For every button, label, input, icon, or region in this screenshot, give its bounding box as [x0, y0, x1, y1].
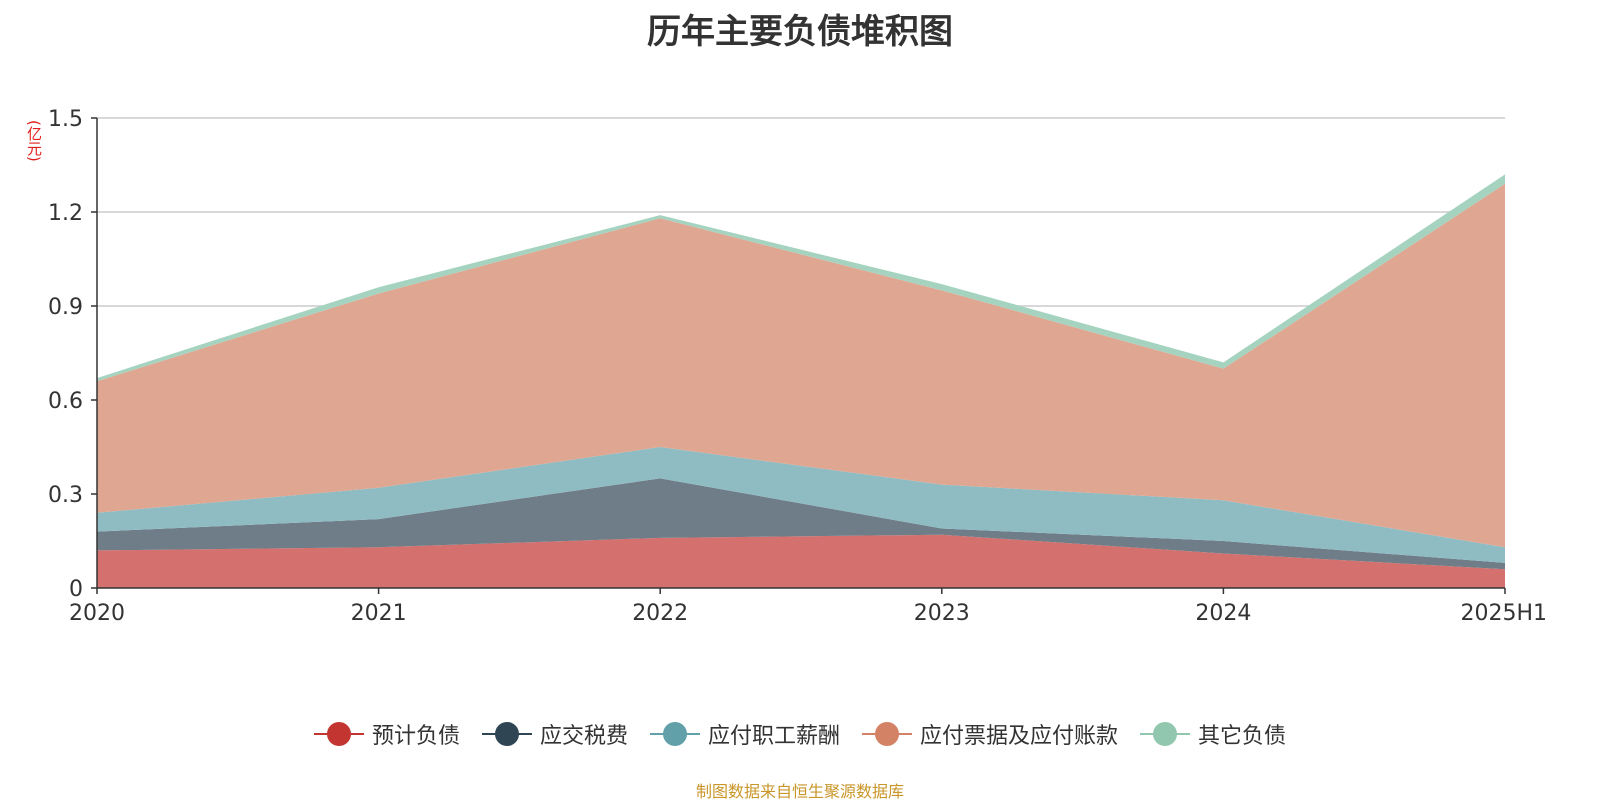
legend-swatch-1 [481, 721, 532, 747]
legend-swatch-2 [649, 721, 700, 747]
y-tick-label-1: 0.3 [48, 483, 83, 508]
legend-label-2: 应付职工薪酬 [707, 724, 840, 749]
legend-swatch-3 [862, 721, 912, 747]
x-tick-label-2: 2022 [632, 601, 688, 626]
legend-item-2[interactable]: 应付职工薪酬 [649, 718, 840, 750]
area-series-2 [97, 447, 1505, 563]
y-tick-label-5: 1.5 [48, 107, 83, 132]
legend: 预计负债 应交税费 应付职工薪酬 应付票据及应付账款 其它负债 [0, 718, 1600, 750]
x-tick-label-4: 2024 [1195, 601, 1251, 626]
legend-item-0[interactable]: 预计负债 [313, 718, 460, 750]
area-series-3 [97, 183, 1505, 548]
legend-label-1: 应交税费 [539, 724, 628, 749]
area-series-0 [97, 534, 1505, 588]
legend-item-1[interactable]: 应交税费 [481, 718, 628, 750]
y-axis-unit-label: (亿元) [25, 120, 43, 162]
x-tick-label-0: 2020 [69, 601, 125, 626]
x-tick-label-5: 2025H1 [1460, 601, 1547, 626]
y-tick-label-3: 0.9 [48, 295, 83, 320]
x-tick-label-3: 2023 [914, 601, 970, 626]
legend-item-3[interactable]: 应付票据及应付账款 [862, 718, 1118, 750]
legend-label-0: 预计负债 [371, 724, 460, 749]
legend-label-3: 应付票据及应付账款 [920, 724, 1119, 749]
data-source-note: 制图数据来自恒生聚源数据库 [695, 782, 904, 801]
legend-swatch-4 [1140, 721, 1191, 747]
area-series-1 [97, 478, 1505, 570]
y-tick-label-4: 1.2 [48, 201, 83, 226]
x-tick-label-1: 2021 [351, 601, 407, 626]
legend-swatch-0 [313, 721, 364, 747]
chart-title: 历年主要负债堆积图 [647, 12, 953, 52]
y-tick-label-0: 0 [69, 577, 83, 602]
legend-item-4[interactable]: 其它负债 [1140, 718, 1286, 750]
y-tick-label-2: 0.6 [48, 389, 83, 414]
legend-label-4: 其它负债 [1198, 724, 1287, 749]
